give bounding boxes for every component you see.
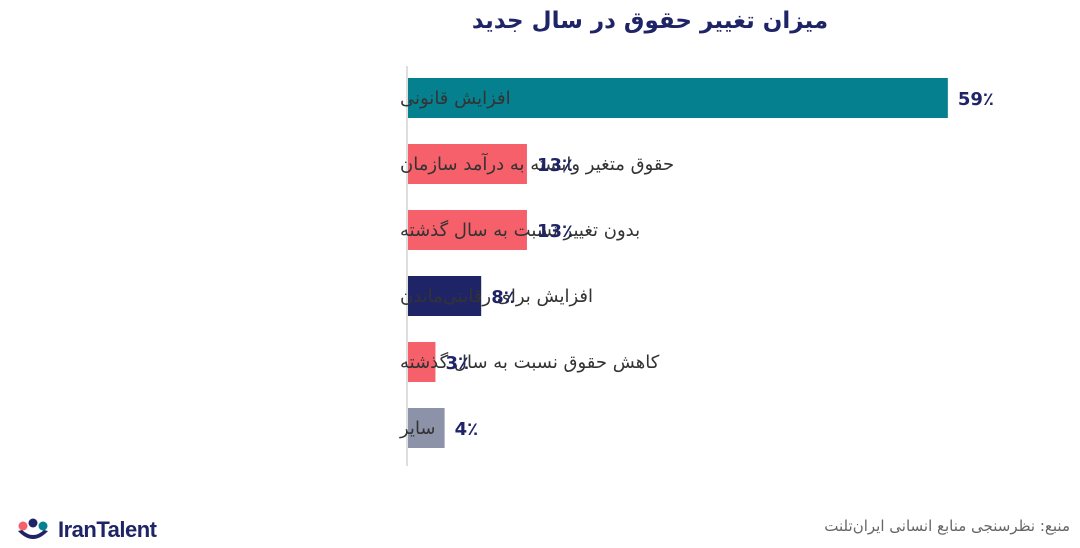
bar-4 <box>408 276 482 316</box>
bar-2 <box>408 144 527 184</box>
category-label-5: کاهش حقوق نسبت به سال گذشته <box>400 351 660 373</box>
bar-1 <box>408 78 948 118</box>
brand-name: IranTalent <box>58 517 157 542</box>
source-note: منبع: نظرسنجی منابع انسانی ایران‌تلنت <box>824 517 1070 535</box>
bar-3 <box>408 210 527 250</box>
value-label-4: 8٪ <box>491 287 515 308</box>
category-label-4: افزایش برای رقابتی‌ماندن <box>400 286 593 307</box>
brand-logo: IranTalent <box>14 515 157 545</box>
value-label-5: 3٪ <box>445 353 469 374</box>
value-label-1: 59٪ <box>958 89 994 110</box>
category-label-1: افزایش قانونی <box>400 88 511 109</box>
irantalent-logo-icon <box>18 518 48 539</box>
bar-6 <box>408 408 445 448</box>
category-label-3: بدون تغییر نسبت به سال گذشته <box>400 219 640 241</box>
category-label-6: سایر <box>399 418 436 439</box>
bar-5 <box>408 342 436 382</box>
bar-chart: افزایش قانونی 59٪ حقوق متغیر وابسته به درآ… <box>399 66 994 466</box>
chart-title: میزان تغییر حقوق در سال جدید <box>471 8 829 34</box>
value-label-2: 13٪ <box>537 155 573 176</box>
category-label-2: حقوق متغیر وابسته به درآمد سازمان <box>400 152 674 175</box>
value-label-6: 4٪ <box>455 419 479 440</box>
value-label-3: 13٪ <box>537 221 573 242</box>
